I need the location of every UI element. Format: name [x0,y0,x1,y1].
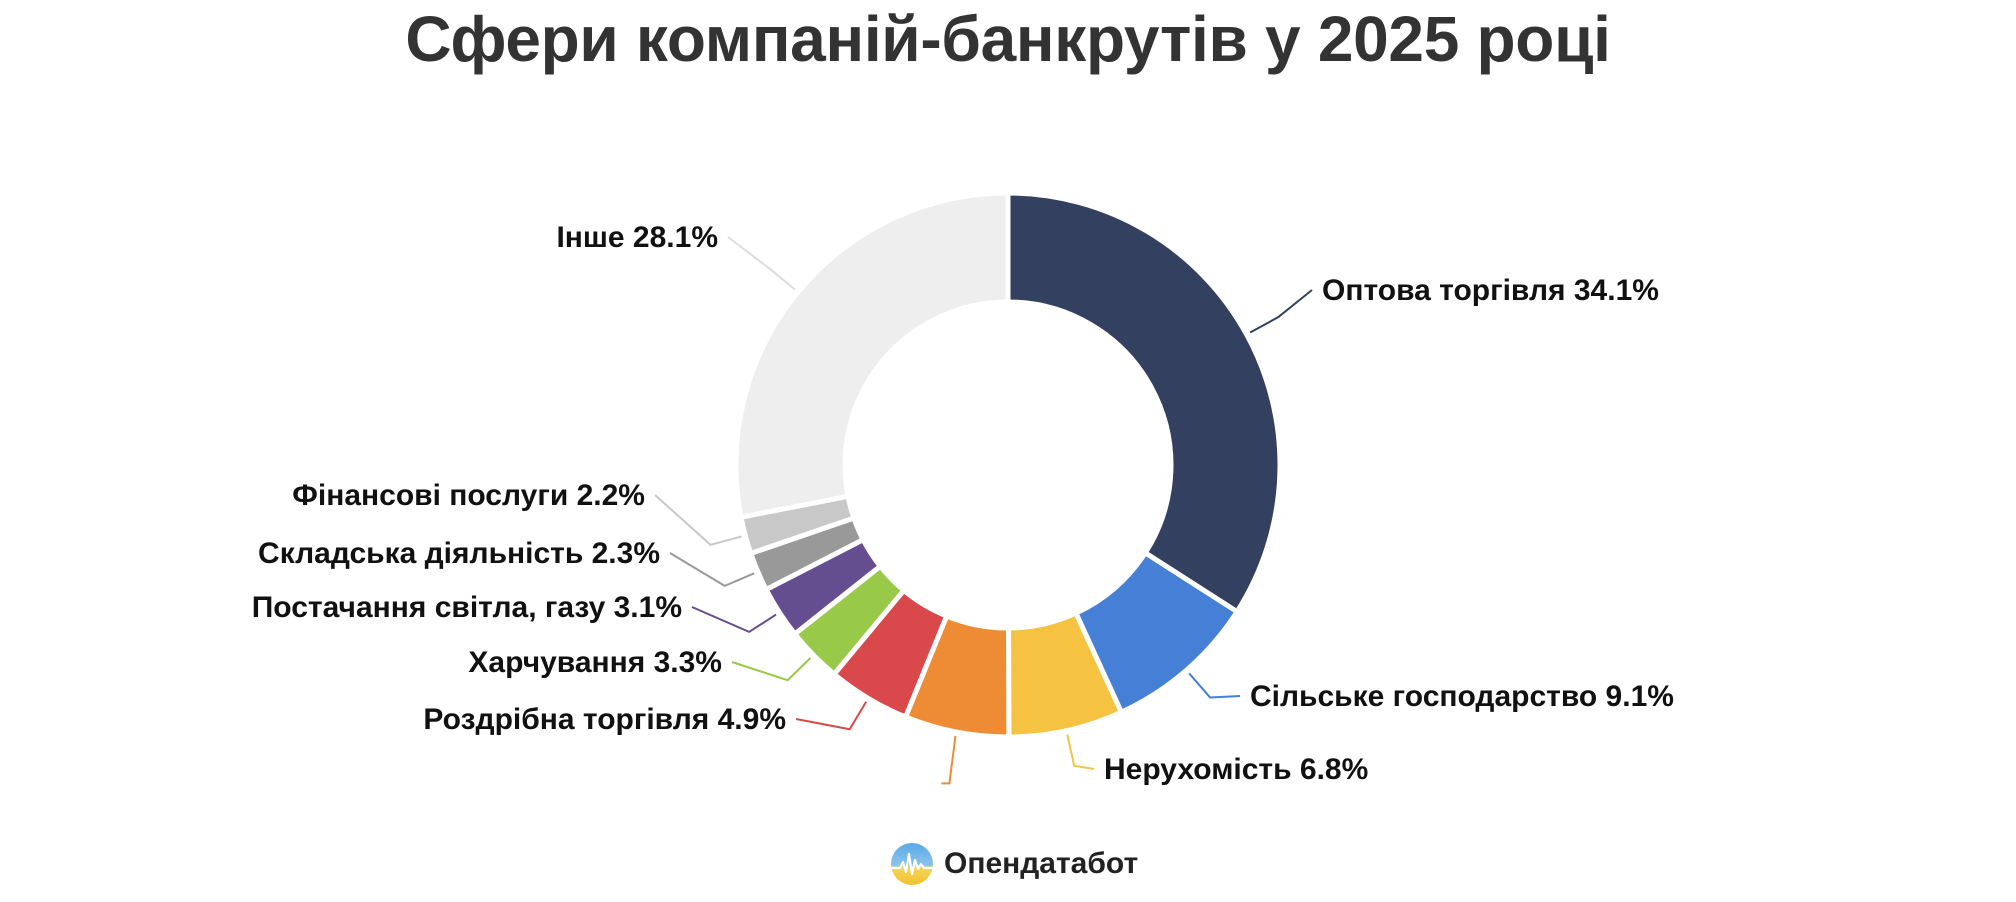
pie-slice [1005,190,1283,615]
leader-line [669,552,755,587]
pie-slice [733,190,1011,520]
slices-layer [733,190,1283,740]
slice-data-label: Постачання світла, газу 3.1% [252,591,682,624]
leader-line [941,735,957,785]
slice-data-label: Харчування 3.3% [468,646,722,679]
brand-name: Опендатабот [944,847,1139,880]
leader-line [654,494,742,546]
leader-line [795,701,868,731]
leader-line [691,606,777,634]
slice-data-label: Роздрібна торгівля 4.9% [423,703,786,736]
chart-title: Сфери компаній-банкрутів у 2025 році [405,3,1611,75]
slice-data-label: Сільське господарство 9.1% [1250,680,1674,713]
labels-layer: Оптова торгівля 34.1% Сільське господарст… [252,221,1674,786]
brand: Опендатабот [890,840,1138,888]
slice-data-label: Оптова торгівля 34.1% [1322,274,1659,307]
leader-line [731,657,812,682]
slice-data-label: Фінансові послуги 2.2% [292,479,645,512]
leader-line [1188,672,1241,699]
leader-line [1249,289,1313,334]
slice-data-label: Інше 28.1% [556,221,718,254]
leader-line [727,236,796,291]
leader-line [1066,734,1095,770]
slice-data-label: Складська діяльність 2.3% [258,537,660,570]
opendatabot-logo-icon [891,843,933,885]
leaders-layer [654,236,1313,785]
slice-data-label: Нерухомість 6.8% [1104,753,1368,786]
